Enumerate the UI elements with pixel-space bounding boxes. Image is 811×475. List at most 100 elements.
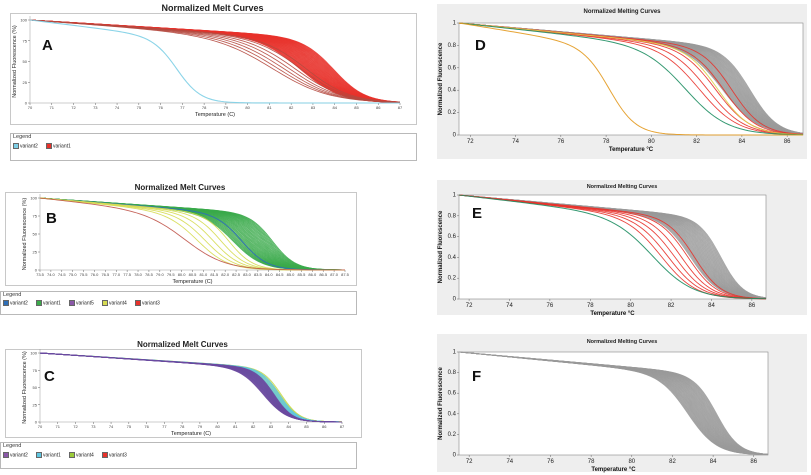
panel-c-label: C [44, 368, 55, 385]
x-tick-label: 74.0 [47, 272, 56, 277]
panel-a-title: Normalized Melt Curves [161, 3, 264, 13]
x-tick-label: 76 [547, 303, 554, 309]
x-tick-label: 78 [587, 303, 594, 309]
panel-d-label: D [475, 37, 486, 54]
x-tick-label: 76.5 [101, 272, 110, 277]
x-tick-label: 80 [628, 459, 635, 465]
x-tick-label: 77 [180, 105, 185, 110]
x-tick-label: 81.0 [199, 272, 208, 277]
panel-c-legend: Legend variant2 variant1 variant4 variant3 [0, 442, 357, 469]
legend-swatch [36, 300, 42, 306]
legend-label: variant2 [20, 143, 38, 150]
x-tick-label: 71 [56, 424, 61, 429]
y-tick-label: 0.4 [448, 411, 457, 417]
x-tick-label: 82 [289, 105, 294, 110]
x-axis-label: Temperature °C [590, 311, 635, 317]
x-tick-label: 86.5 [319, 272, 328, 277]
x-tick-label: 78 [588, 459, 595, 465]
y-tick-label: 0.2 [448, 276, 457, 282]
x-tick-label: 70 [38, 424, 43, 429]
x-tick-label: 70 [28, 105, 33, 110]
x-tick-label: 82 [669, 459, 676, 465]
melt-curve-yellow [458, 22, 804, 136]
panel-a-legend: Legend variant2 variant1 [10, 133, 417, 161]
panel-d-title: Normalized Melting Curves [583, 9, 661, 15]
x-axis-label: Temperature °C [609, 147, 654, 153]
y-tick-label: 1 [453, 21, 457, 27]
x-tick-label: 83.5 [254, 272, 263, 277]
y-tick-label: 1 [453, 350, 457, 356]
legend-title: Legend [3, 292, 22, 298]
x-tick-label: 73.5 [36, 272, 45, 277]
panel-c-title: Normalized Melt Curves [137, 340, 228, 349]
legend-label: variant4 [109, 300, 127, 307]
x-tick-label: 81.5 [210, 272, 219, 277]
melt-curve-orange [458, 22, 803, 136]
curve-group [39, 352, 343, 423]
y-tick-label: 75 [23, 38, 28, 43]
y-tick-label: 0 [35, 420, 38, 425]
legend-label: variant1 [43, 452, 61, 459]
x-tick-label: 74.5 [58, 272, 67, 277]
x-tick-label: 80 [245, 105, 250, 110]
melt-curve-red [458, 194, 767, 300]
x-tick-label: 74 [109, 424, 114, 429]
x-axis-label: Temperature (C) [195, 112, 235, 118]
y-tick-label: 75 [33, 214, 38, 219]
y-tick-label: 0 [25, 101, 28, 106]
x-tick-label: 79 [224, 105, 229, 110]
legend-item-variant1: variant1 [36, 300, 61, 306]
x-tick-label: 79 [198, 424, 203, 429]
x-tick-label: 79.5 [167, 272, 176, 277]
legend-item-variant2: variant2 [13, 143, 38, 149]
x-tick-label: 72 [466, 459, 473, 465]
legend-title: Legend [3, 443, 22, 449]
panel-f-label: F [472, 368, 482, 385]
y-axis-label: Normalized Fluorescence (%) [22, 198, 28, 271]
y-tick-label: 0.8 [448, 370, 457, 376]
x-tick-label: 80 [215, 424, 220, 429]
y-tick-label: 0.2 [448, 432, 457, 438]
y-tick-label: 0 [453, 453, 457, 459]
x-tick-label: 77.5 [123, 272, 132, 277]
x-tick-label: 82.5 [232, 272, 241, 277]
x-tick-label: 78 [202, 105, 207, 110]
y-axis-label: Normalized Fluorescence [438, 210, 444, 283]
panel-b-label: B [46, 210, 57, 227]
x-tick-label: 75.0 [69, 272, 78, 277]
x-tick-label: 78 [603, 139, 610, 145]
x-tick-label: 87.5 [341, 272, 350, 277]
y-tick-label: 0 [453, 297, 457, 303]
legend-item-variant3: variant3 [102, 452, 127, 458]
x-tick-label: 87 [398, 105, 403, 110]
y-tick-label: 0.6 [448, 65, 457, 71]
x-tick-label: 81 [267, 105, 272, 110]
x-axis-label: Temperature (C) [171, 431, 211, 437]
x-tick-label: 85.5 [298, 272, 307, 277]
y-tick-label: 25 [33, 250, 38, 255]
y-tick-label: 100 [30, 351, 37, 356]
panel-f-title: Normalized Melting Curves [586, 339, 658, 345]
legend-item-variant4: variant4 [69, 452, 94, 458]
x-tick-label: 76.0 [91, 272, 100, 277]
x-tick-label: 80.5 [189, 272, 198, 277]
x-tick-label: 83 [269, 424, 274, 429]
legend-label: variant2 [10, 452, 28, 459]
x-tick-label: 74 [506, 459, 513, 465]
melt-curve-variant1 [29, 19, 401, 103]
legend-swatch [3, 452, 9, 458]
x-tick-label: 83 [311, 105, 316, 110]
x-tick-label: 86 [322, 424, 327, 429]
legend-item-variant5: variant5 [69, 300, 94, 306]
panel-a-label: A [42, 37, 53, 54]
panel-b-title: Normalized Melt Curves [134, 183, 226, 192]
x-tick-label: 74 [512, 139, 519, 145]
x-tick-label: 78 [180, 424, 185, 429]
x-tick-label: 79.0 [156, 272, 165, 277]
legend-label: variant2 [10, 300, 28, 307]
curve-group [458, 22, 804, 136]
